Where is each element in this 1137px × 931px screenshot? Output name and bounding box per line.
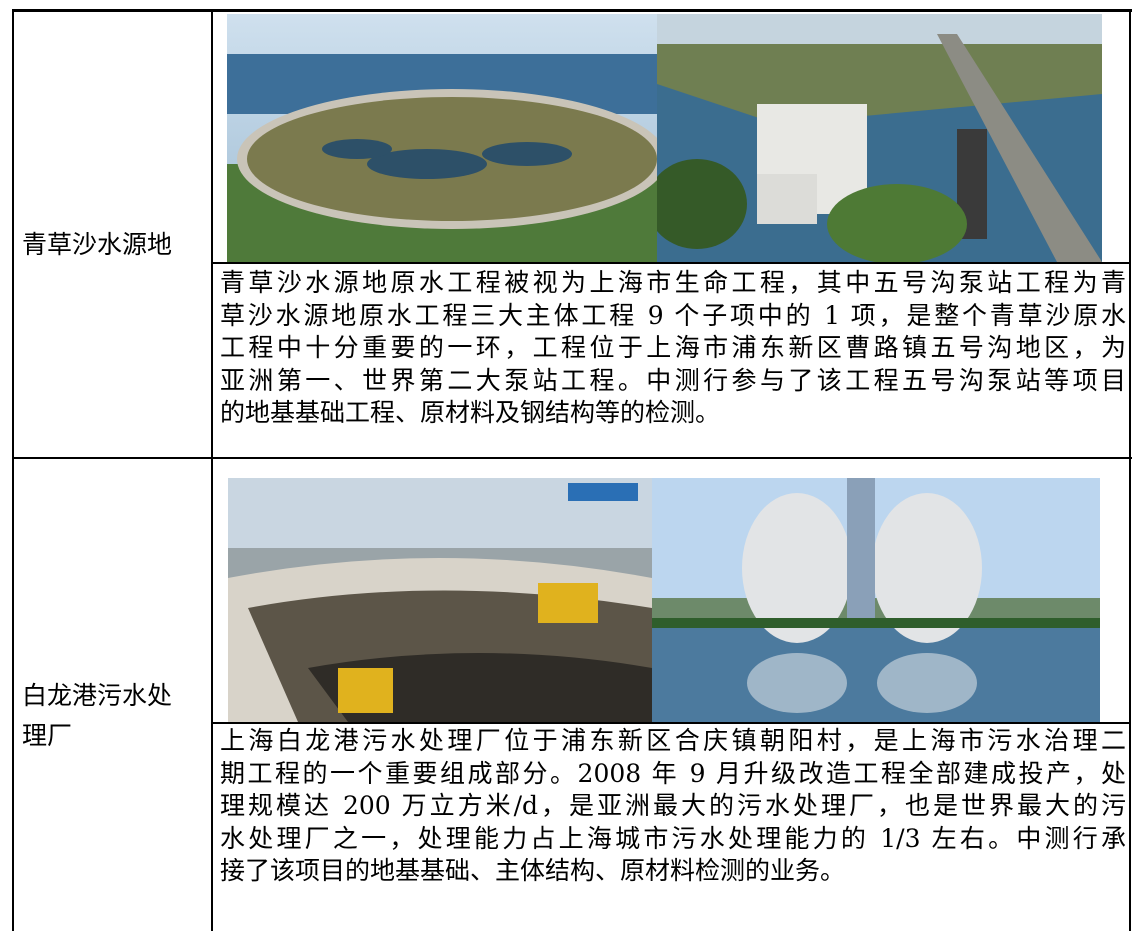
text-line: 工程中十分重要的一环，工程位于上海市浦东新区曹路镇五号沟地区，为 xyxy=(220,333,1126,363)
border xyxy=(213,262,1131,264)
border xyxy=(1129,9,1131,931)
photo-reservoir xyxy=(227,14,657,262)
text-line: 亚洲第一、世界第二大泵站工程。中测行参与了该工程五号沟泵站等项目 xyxy=(220,365,1126,395)
border xyxy=(213,722,1131,724)
photo-treatment-plant xyxy=(652,478,1100,722)
text-line: 期工程的一个重要组成部分。2008 年 9 月升级改造工程全部建成投产，处 xyxy=(220,758,1126,788)
description: 青草沙水源地原水工程被视为上海市生命工程，其中五号沟泵站工程为青 草沙水源地原水工… xyxy=(220,267,1126,430)
text-line: 青草沙水源地原水工程被视为上海市生命工程，其中五号沟泵站工程为青 xyxy=(220,268,1126,297)
text-line: 草沙水源地原水工程三大主体工程 9 个子项中的 1 项，是整个青草沙原水 xyxy=(220,300,1126,330)
text-line: 接了该项目的地基基础、主体结构、原材料检测的业务。 xyxy=(220,856,846,886)
row-label: 白龙港污水处理厂 xyxy=(22,681,173,750)
text-line: 上海白龙港污水处理厂位于浦东新区合庆镇朝阳村，是上海市污水治理二 xyxy=(220,726,1126,755)
text-line: 水处理厂之一，处理能力占上海城市污水处理能力的 1/3 左右。中测行承 xyxy=(220,823,1126,853)
text-line: 理规模达 200 万立方米/d，是亚洲最大的污水处理厂，也是世界最大的污 xyxy=(220,791,1126,821)
description: 上海白龙港污水处理厂位于浦东新区合庆镇朝阳村，是上海市污水治理二 期工程的一个重要… xyxy=(220,725,1126,888)
photo-pump-station xyxy=(657,14,1102,262)
border xyxy=(12,9,14,931)
text-line: 的地基基础工程、原材料及钢结构等的检测。 xyxy=(220,398,721,428)
photo-construction xyxy=(228,478,652,722)
border xyxy=(12,457,1132,459)
row-label: 青草沙水源地 xyxy=(22,230,173,259)
border xyxy=(211,9,213,931)
border xyxy=(12,9,1132,12)
